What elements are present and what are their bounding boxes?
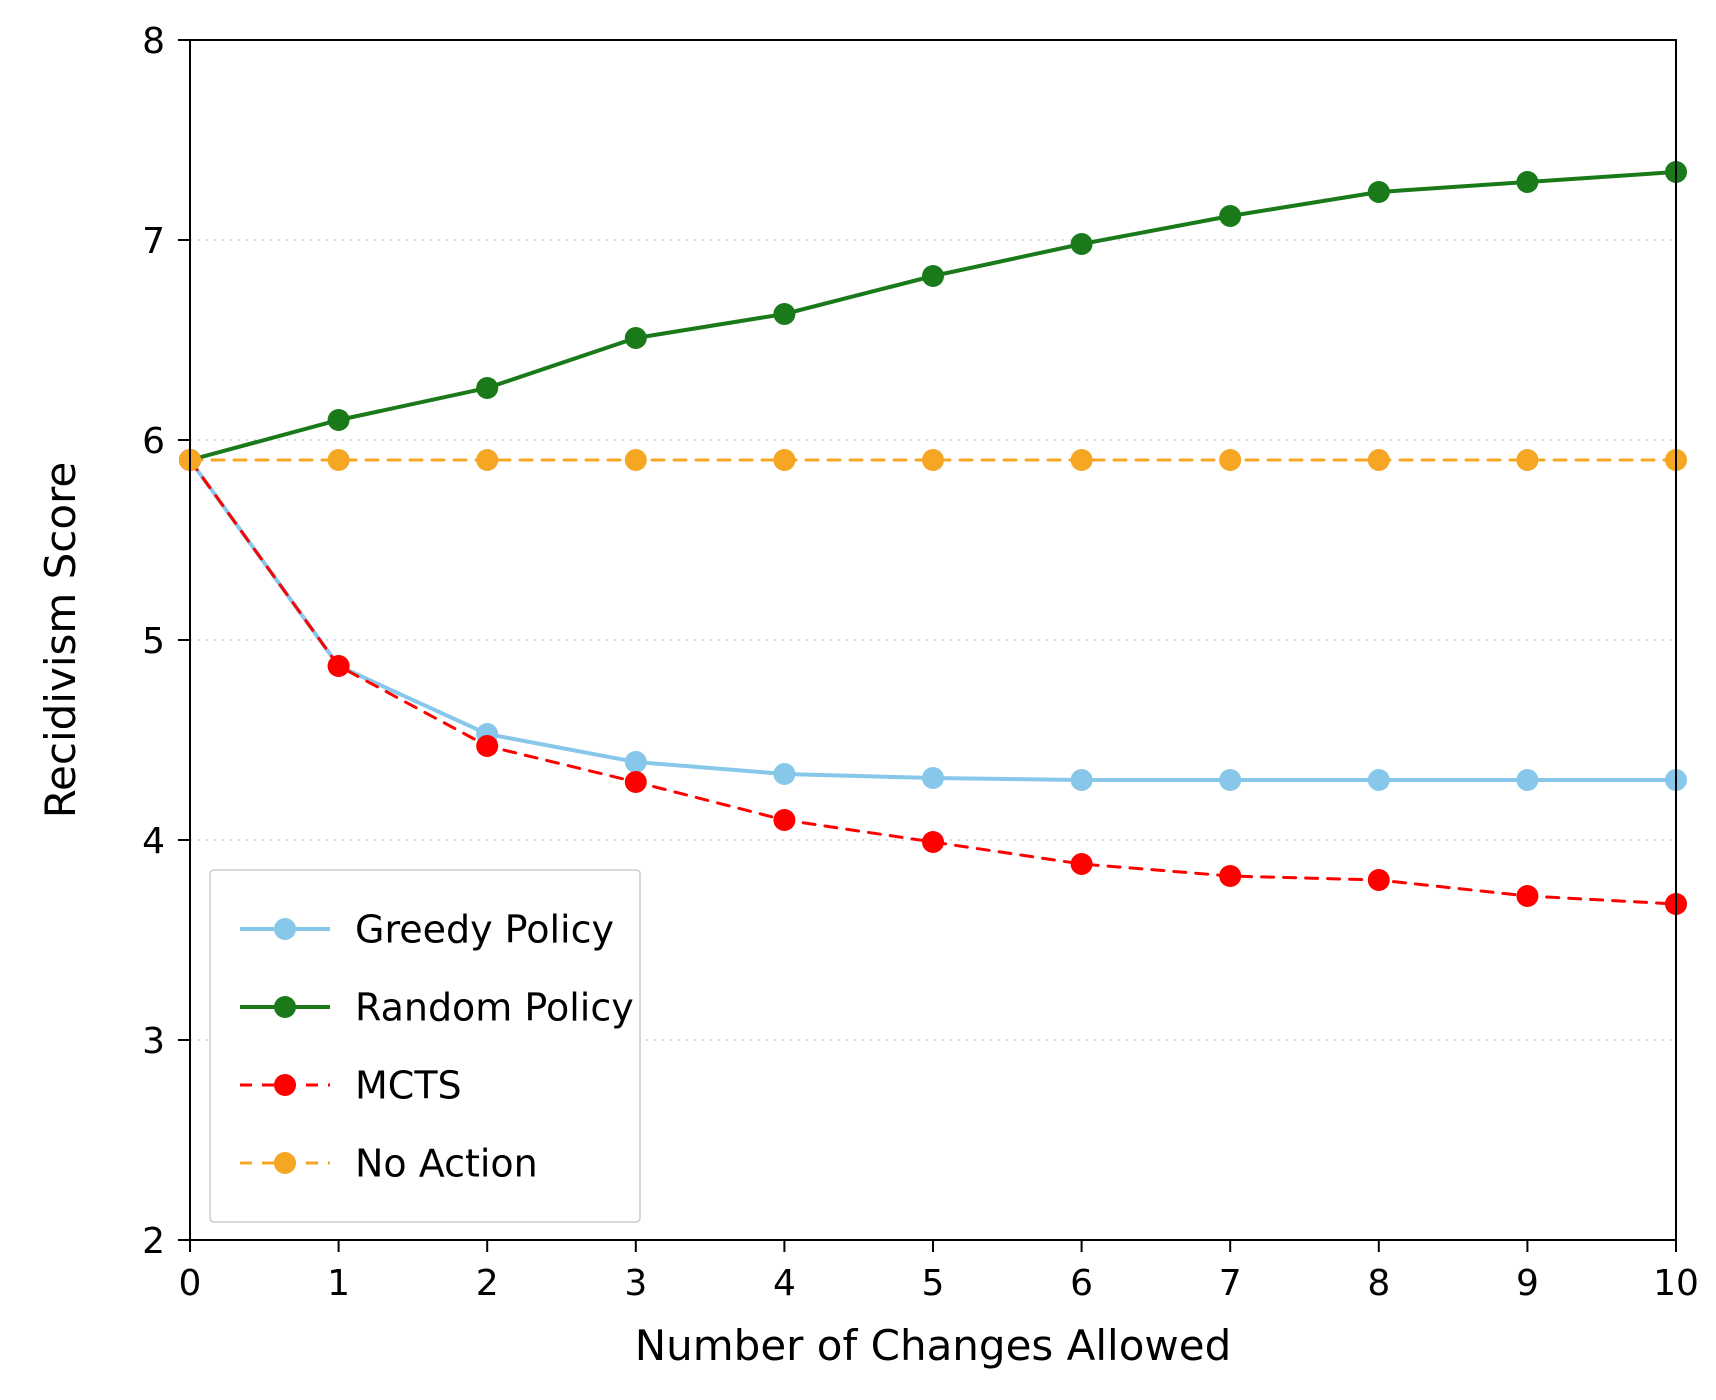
series-marker [625,449,647,471]
x-axis-label: Number of Changes Allowed [635,1321,1232,1370]
series-marker [328,409,350,431]
series-marker [1516,171,1538,193]
series-marker [1368,181,1390,203]
y-tick-label: 8 [142,21,165,62]
x-tick-label: 3 [624,1263,647,1304]
series-marker [625,327,647,349]
series-marker [1219,205,1241,227]
series-marker [625,771,647,793]
series-marker [328,655,350,677]
x-tick-label: 7 [1219,1263,1242,1304]
series-marker [773,809,795,831]
series-marker [476,377,498,399]
legend-marker [274,996,296,1018]
series-marker [1516,769,1538,791]
series-marker [1368,769,1390,791]
series-marker [1071,853,1093,875]
legend-marker [274,1074,296,1096]
series-marker [1516,885,1538,907]
series-marker [1219,865,1241,887]
series-marker [476,449,498,471]
series-marker [1071,233,1093,255]
x-tick-label: 9 [1516,1263,1539,1304]
legend-marker [274,918,296,940]
series-marker [1516,449,1538,471]
series-marker [773,763,795,785]
legend-label: Greedy Policy [355,907,614,951]
y-tick-label: 2 [142,1221,165,1262]
x-tick-label: 1 [327,1263,350,1304]
series-marker [625,751,647,773]
legend-marker [274,1152,296,1174]
series-marker [922,265,944,287]
series-marker [1368,869,1390,891]
x-tick-label: 4 [773,1263,796,1304]
legend-label: MCTS [355,1063,462,1107]
series-marker [476,735,498,757]
chart-container: 0 1 2 3 4 5 6 7 8 9 10 2 3 4 5 6 7 8 Number of Changes All… [0,0,1716,1400]
y-tick-label: 6 [142,421,165,462]
series-marker [1071,769,1093,791]
series-marker [773,303,795,325]
series-marker [1219,769,1241,791]
y-tick-label: 3 [142,1021,165,1062]
series-marker [328,449,350,471]
x-tick-label: 6 [1070,1263,1093,1304]
y-tick-label: 4 [142,821,165,862]
series-marker [773,449,795,471]
series-marker [922,449,944,471]
series-marker [1071,449,1093,471]
series-marker [1219,449,1241,471]
x-tick-label: 5 [922,1263,945,1304]
legend-label: Random Policy [355,985,634,1029]
y-tick-label: 5 [142,621,165,662]
y-axis-label: Recidivism Score [36,462,85,819]
line-chart: 0 1 2 3 4 5 6 7 8 9 10 2 3 4 5 6 7 8 Number of Changes All… [0,0,1716,1400]
legend-label: No Action [355,1141,538,1185]
x-tick-label: 8 [1367,1263,1390,1304]
series-marker [922,831,944,853]
x-tick-label: 0 [179,1263,202,1304]
y-tick-label: 7 [142,221,165,262]
series-marker [1368,449,1390,471]
x-tick-label: 2 [476,1263,499,1304]
series-marker [922,767,944,789]
x-tick-label: 10 [1653,1263,1699,1304]
